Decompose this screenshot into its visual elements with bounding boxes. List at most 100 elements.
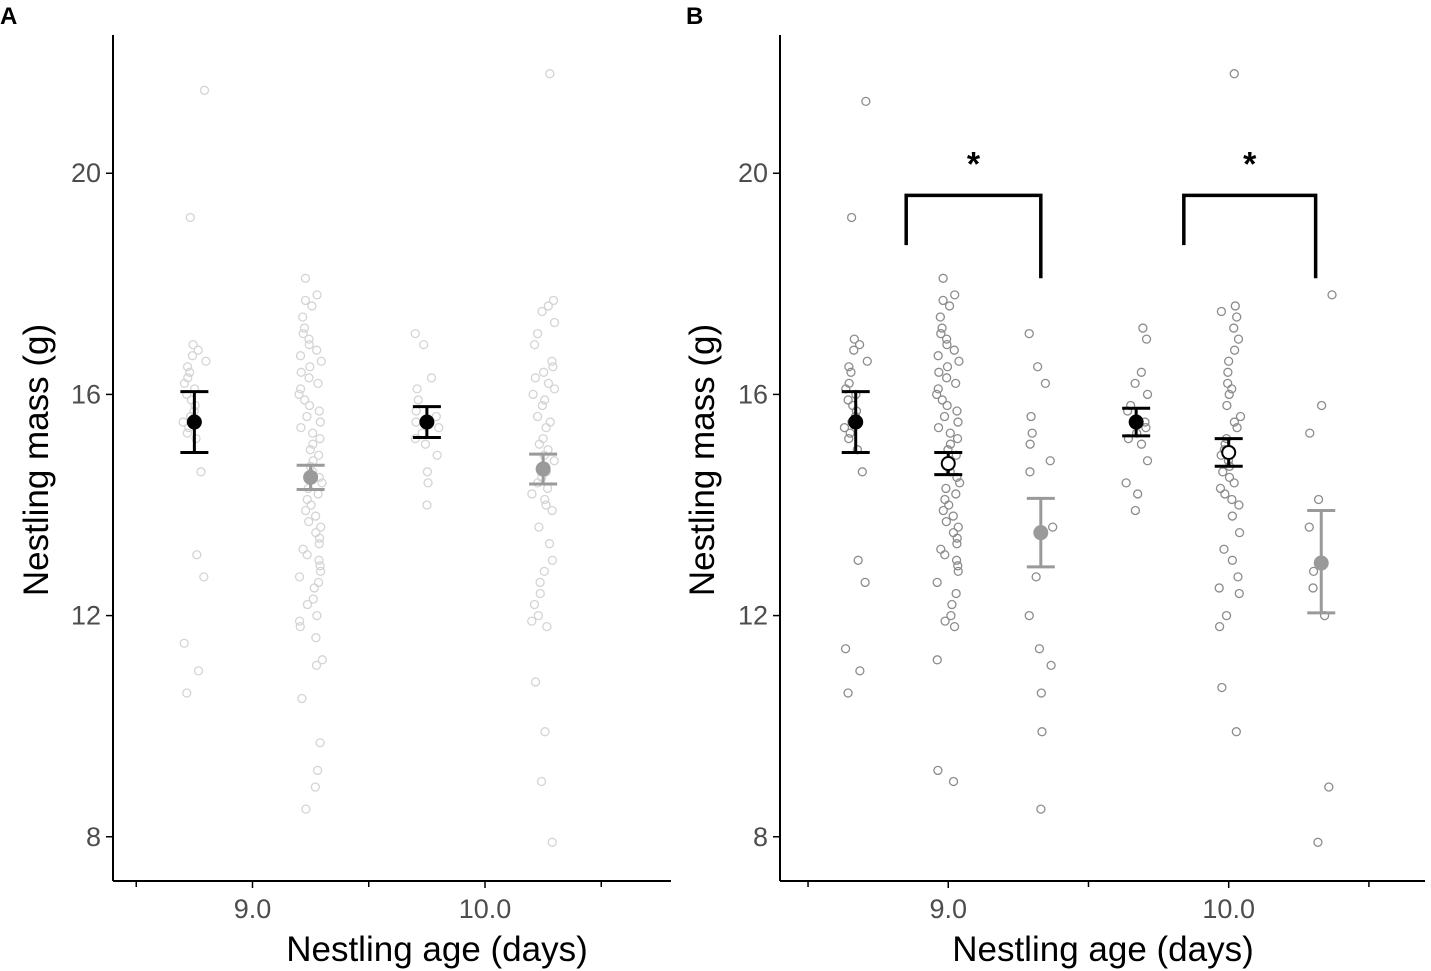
raw-data-point [307, 301, 317, 311]
significance-bracket [1182, 193, 1318, 279]
raw-data-point [295, 384, 306, 394]
raw-data-point [1142, 456, 1153, 466]
raw-data-point [1229, 345, 1240, 355]
raw-data-point [426, 373, 437, 383]
raw-data-point [193, 345, 203, 355]
raw-data-point [949, 345, 959, 355]
raw-data-point [547, 505, 557, 516]
raw-data-point [1045, 456, 1055, 466]
raw-data-point [310, 782, 321, 792]
raw-data-point [411, 417, 421, 427]
raw-data-point [1227, 494, 1237, 505]
raw-data-point [936, 544, 946, 554]
raw-data-point [948, 511, 958, 521]
raw-data-point [951, 588, 961, 599]
raw-data-point [1233, 334, 1244, 344]
significance-star: * [967, 145, 981, 183]
raw-data-point [1221, 610, 1232, 621]
raw-data-point [302, 599, 313, 610]
raw-data-point [939, 411, 950, 422]
raw-data-point [298, 544, 308, 554]
group-2 [932, 273, 965, 787]
raw-data-point [547, 837, 557, 847]
group-4 [527, 69, 560, 847]
panel-a: A 8 12 16 20 9.0 10.0 Nestling age (days) Ne… [0, 3, 671, 969]
panel-b-y-axis-title: Nestling mass (g) [683, 324, 722, 596]
group-6 [1304, 290, 1337, 847]
raw-data-point [313, 450, 324, 460]
raw-data-point [295, 621, 305, 632]
panel-b-y-ticks: 8 12 16 20 [738, 158, 780, 852]
raw-data-point [543, 301, 553, 311]
mean-point [303, 469, 319, 485]
raw-data-point [843, 395, 853, 405]
raw-data-point [315, 433, 325, 444]
raw-data-point [1229, 417, 1240, 427]
raw-data-point [940, 550, 950, 560]
raw-data-point [1222, 400, 1232, 411]
raw-data-point [545, 69, 555, 79]
raw-data-point [935, 312, 945, 322]
raw-data-point [420, 439, 431, 449]
raw-data-point [933, 422, 944, 433]
raw-data-point [179, 378, 190, 389]
raw-data-point [1224, 472, 1235, 483]
raw-data-point [431, 411, 441, 422]
raw-data-point [1220, 489, 1230, 499]
raw-data-point [948, 776, 959, 787]
raw-data-point [1223, 356, 1234, 366]
group-3 [410, 328, 444, 510]
raw-data-point [855, 666, 865, 676]
raw-data-point [950, 290, 960, 300]
raw-data-point [1308, 583, 1318, 593]
raw-data-point [932, 655, 942, 665]
raw-data-point [311, 633, 321, 643]
raw-data-point [1234, 500, 1244, 510]
raw-data-point [849, 334, 859, 344]
raw-data-point [529, 599, 540, 610]
raw-data-point [188, 339, 198, 350]
raw-data-point [549, 456, 559, 466]
raw-data-point [846, 367, 856, 377]
raw-data-point [1229, 478, 1239, 488]
raw-data-point [932, 389, 942, 400]
x-tick-label: 10.0 [1202, 894, 1255, 924]
mean-point [1221, 444, 1237, 460]
raw-data-point [537, 306, 547, 317]
raw-data-point [1230, 301, 1240, 311]
raw-data-point [314, 406, 324, 416]
raw-data-point [540, 494, 550, 505]
y-tick-label: 20 [738, 158, 768, 188]
raw-data-point [933, 765, 943, 776]
raw-data-point [1040, 378, 1051, 389]
raw-data-point [308, 594, 318, 604]
panel-b-x-axis-title: Nestling age (days) [952, 930, 1254, 969]
raw-data-point [304, 516, 314, 527]
raw-data-point [536, 776, 547, 787]
raw-data-point [419, 339, 429, 350]
raw-data-point [312, 610, 322, 621]
raw-data-point [199, 85, 210, 95]
raw-data-point [534, 522, 544, 532]
raw-data-point [1142, 389, 1153, 400]
raw-data-point [185, 212, 195, 223]
panel-a-x-ticks: 9.0 10.0 [135, 881, 602, 924]
raw-data-point [942, 400, 952, 411]
panel-a-letter: A [0, 3, 17, 30]
raw-data-point [933, 384, 943, 394]
raw-data-point [304, 373, 314, 383]
x-tick-label: 9.0 [234, 894, 272, 924]
raw-data-point [295, 351, 306, 361]
y-tick-label: 16 [71, 379, 101, 409]
raw-data-point [534, 439, 544, 449]
raw-data-point [547, 555, 558, 565]
raw-data-point [937, 395, 947, 405]
y-tick-label: 12 [738, 601, 768, 631]
group-1 [839, 96, 872, 698]
raw-data-point [315, 566, 326, 577]
raw-data-point [310, 511, 321, 521]
mean-point [535, 461, 551, 477]
mean-point [1313, 555, 1329, 571]
raw-data-point [313, 577, 324, 588]
raw-data-point [542, 621, 552, 632]
